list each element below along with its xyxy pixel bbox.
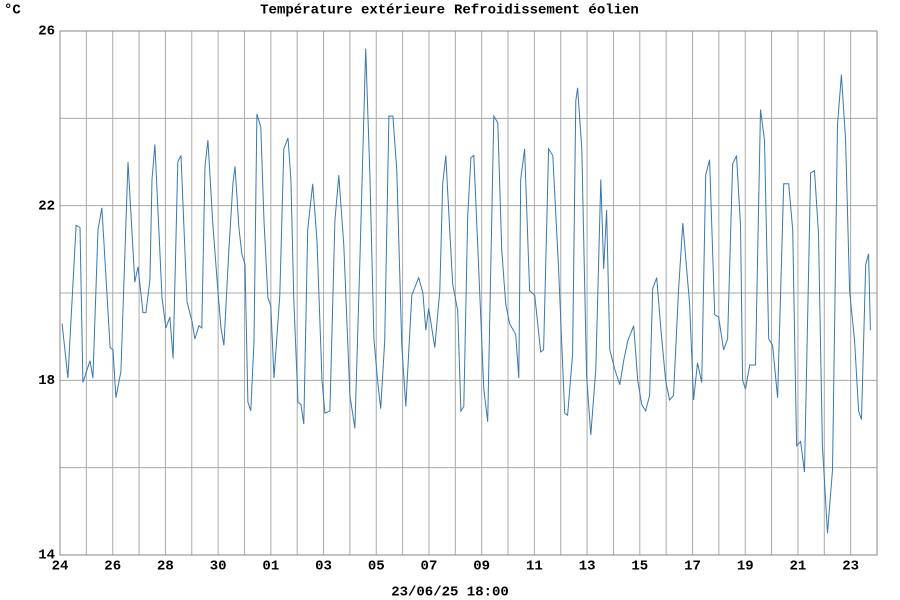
legend-entry: Température extérieure xyxy=(260,3,445,19)
x-tick-label: 17 xyxy=(684,559,701,575)
x-tick-label: 01 xyxy=(262,559,279,575)
legend-entry: Refroidissement éolien xyxy=(454,3,639,19)
y-tick-label: 22 xyxy=(38,198,55,214)
temperature-line xyxy=(61,48,871,534)
y-unit: °C xyxy=(4,3,21,19)
x-tick-label: 26 xyxy=(104,559,121,575)
y-tick-label: 14 xyxy=(38,548,55,564)
x-tick-label: 07 xyxy=(421,559,438,575)
x-tick-label: 05 xyxy=(368,559,385,575)
x-tick-label: 30 xyxy=(210,559,227,575)
x-tick-label: 28 xyxy=(157,559,174,575)
x-tick-label: 21 xyxy=(790,559,807,575)
x-tick-label: 13 xyxy=(579,559,596,575)
x-tick-label: 09 xyxy=(473,559,490,575)
x-axis-label: 23/06/25 18:00 xyxy=(391,585,509,600)
plot-frame xyxy=(59,30,878,556)
x-tick-label: 24 xyxy=(52,559,69,575)
x-tick-label: 15 xyxy=(631,559,648,575)
x-tick-label: 03 xyxy=(315,559,332,575)
x-tick-label: 23 xyxy=(842,559,859,575)
x-tick-label: 11 xyxy=(526,559,543,575)
y-tick-label: 18 xyxy=(38,373,55,389)
x-tick-label: 19 xyxy=(737,559,754,575)
y-tick-label: 26 xyxy=(38,24,55,40)
